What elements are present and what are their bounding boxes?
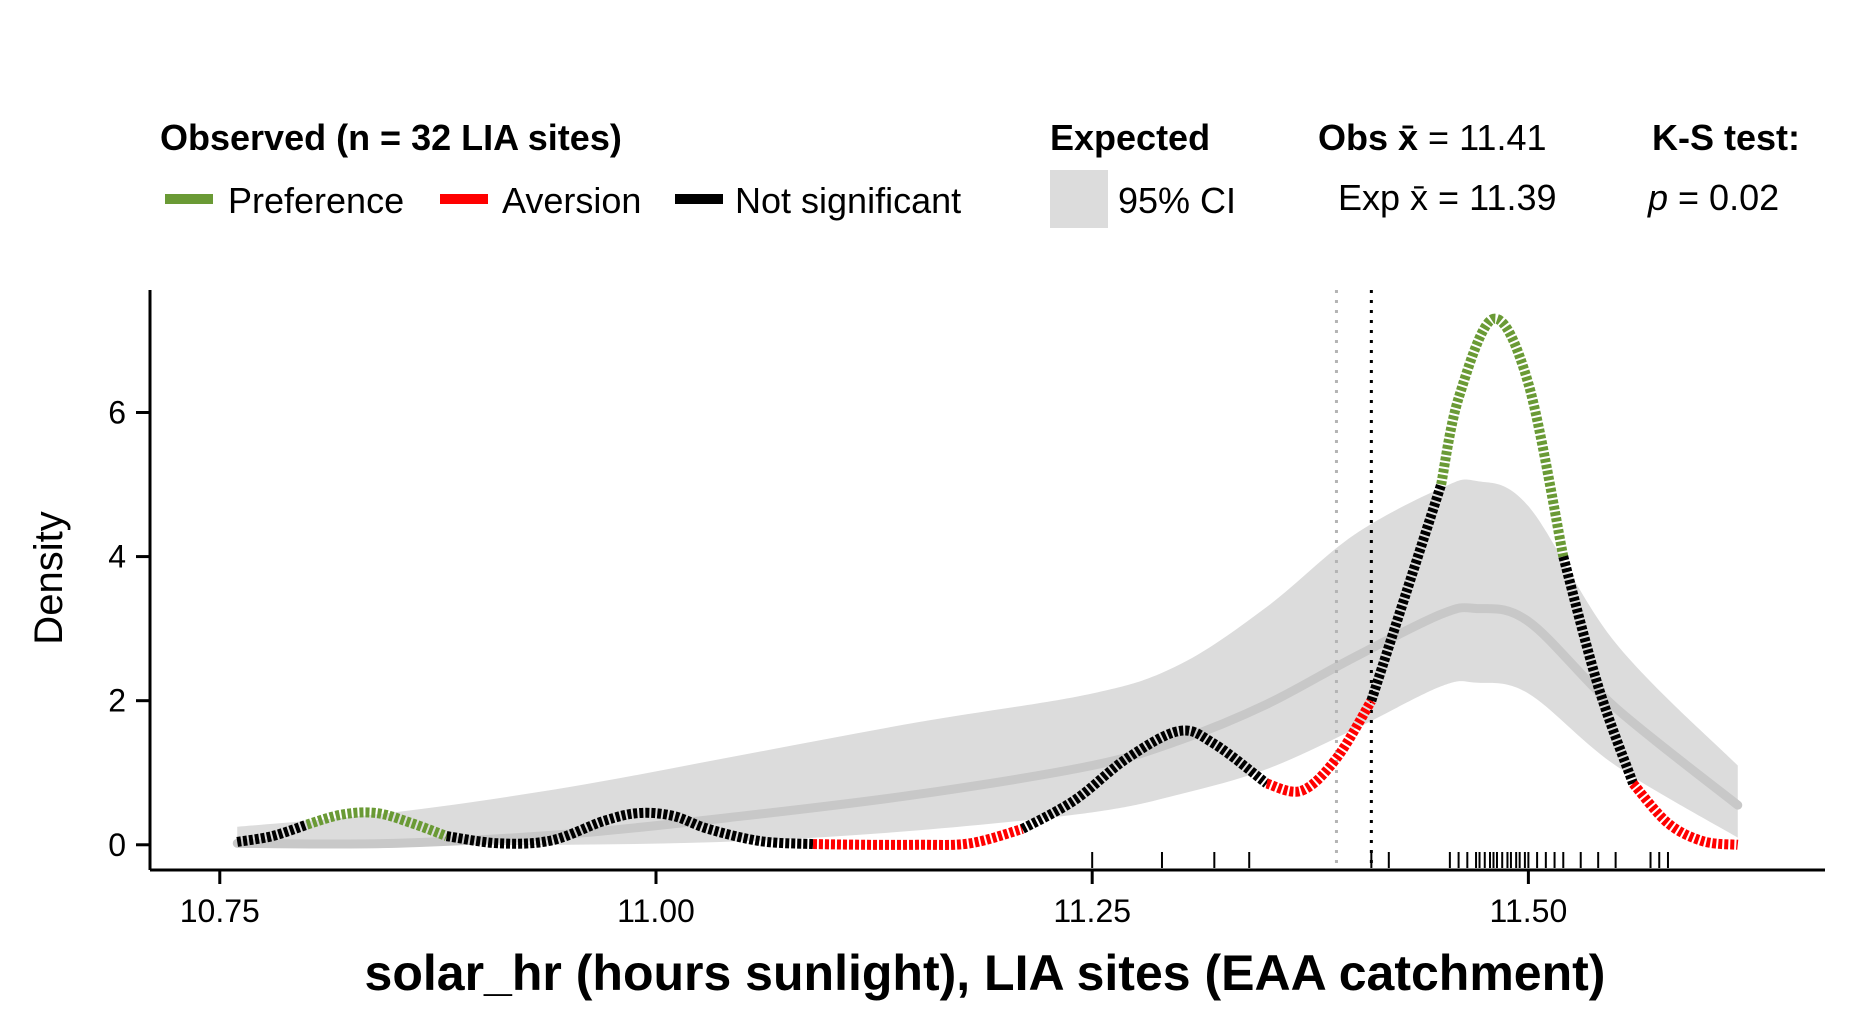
observed-density-segment-not-significant [445,807,814,850]
ks-p-number: = 0.02 [1678,177,1779,218]
ks-p-symbol: p [1647,177,1668,218]
y-tick-label: 2 [108,683,126,719]
mean-lines-layer [1334,290,1373,870]
obs-mean-label: Obs x̄ = 11.41 [1318,117,1547,158]
legend: Observed (n = 32 LIA sites) Preference A… [160,117,1800,228]
rug-layer [1091,852,1669,868]
ks-p-value: p = 0.02 [1647,177,1779,218]
observed-density-segment-aversion [1629,780,1739,850]
observed-legend-title: Observed (n = 32 LIA sites) [160,117,622,158]
observed-density-segment-not-significant [236,819,309,847]
preference-legend-swatch [165,194,213,204]
obs-mean-value: = 11.41 [1428,117,1546,158]
observed-density-segment-not-significant [1558,555,1638,786]
ks-test-title: K-S test: [1652,117,1800,158]
y-axis-title: Density [27,511,71,644]
x-axis-title: solar_hr (hours sunlight), LIA sites (EA… [365,945,1606,1001]
expected-ci-band [237,479,1738,846]
y-tick-label: 0 [108,827,126,863]
x-tick-label: 11.25 [1053,893,1131,929]
observed-density-segment-not-significant [1366,482,1446,703]
aversion-legend-swatch [440,194,488,204]
exp-mean-value: = 11.39 [1438,177,1556,218]
axes-layer: 10.75 11.00 11.25 11.50 0 2 4 6 [108,290,1825,929]
not-significant-legend-swatch [675,194,723,204]
ci-legend-label: 95% CI [1118,180,1236,221]
preference-legend-label: Preference [228,180,404,221]
obs-mean-name: Obs x̄ [1318,117,1418,158]
observed-density-layer [236,313,1739,850]
x-tick-label: 10.75 [180,893,260,929]
observed-density-segment-not-significant [1019,725,1270,834]
ci-legend-swatch [1050,170,1108,228]
x-tick-label: 11.50 [1490,893,1568,929]
expected-ci-band-layer [237,479,1738,846]
aversion-legend-label: Aversion [502,180,641,221]
exp-mean-name: Exp x̄ [1338,177,1428,218]
y-tick-label: 4 [108,539,126,575]
not-significant-legend-label: Not significant [735,180,961,221]
x-tick-label: 11.00 [617,893,695,929]
observed-density-segment-preference [305,807,449,841]
y-tick-label: 6 [108,394,126,430]
observed-density-segment-aversion [1265,698,1376,797]
observed-density-segment-aversion [812,824,1024,850]
expected-legend-title: Expected [1050,117,1210,158]
exp-mean-label: Exp x̄ = 11.39 [1338,177,1557,218]
